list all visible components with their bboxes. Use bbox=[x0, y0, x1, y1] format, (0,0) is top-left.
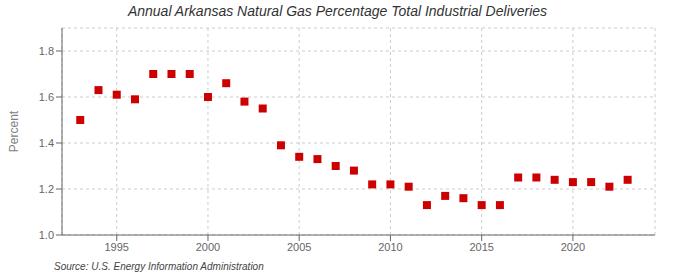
svg-text:Percent: Percent bbox=[8, 110, 21, 152]
svg-text:1.0: 1.0 bbox=[39, 229, 54, 241]
svg-text:1.4: 1.4 bbox=[39, 137, 54, 149]
svg-text:1.2: 1.2 bbox=[39, 183, 54, 195]
svg-text:2005: 2005 bbox=[287, 241, 311, 253]
svg-text:2020: 2020 bbox=[561, 241, 585, 253]
svg-text:2000: 2000 bbox=[196, 241, 220, 253]
html-text:Source: U.S. Energy Informatio: Source: U.S. Energy Information Administ… bbox=[54, 261, 264, 272]
svg-text:1.8: 1.8 bbox=[39, 45, 54, 57]
svg-text:2010: 2010 bbox=[378, 241, 402, 253]
svg-text:1995: 1995 bbox=[104, 241, 128, 253]
svg-text:1.6: 1.6 bbox=[39, 91, 54, 103]
html-text:Annual Arkansas Natural Gas Pe: Annual Arkansas Natural Gas Percentage T… bbox=[127, 3, 548, 19]
svg-text:2015: 2015 bbox=[469, 241, 493, 253]
